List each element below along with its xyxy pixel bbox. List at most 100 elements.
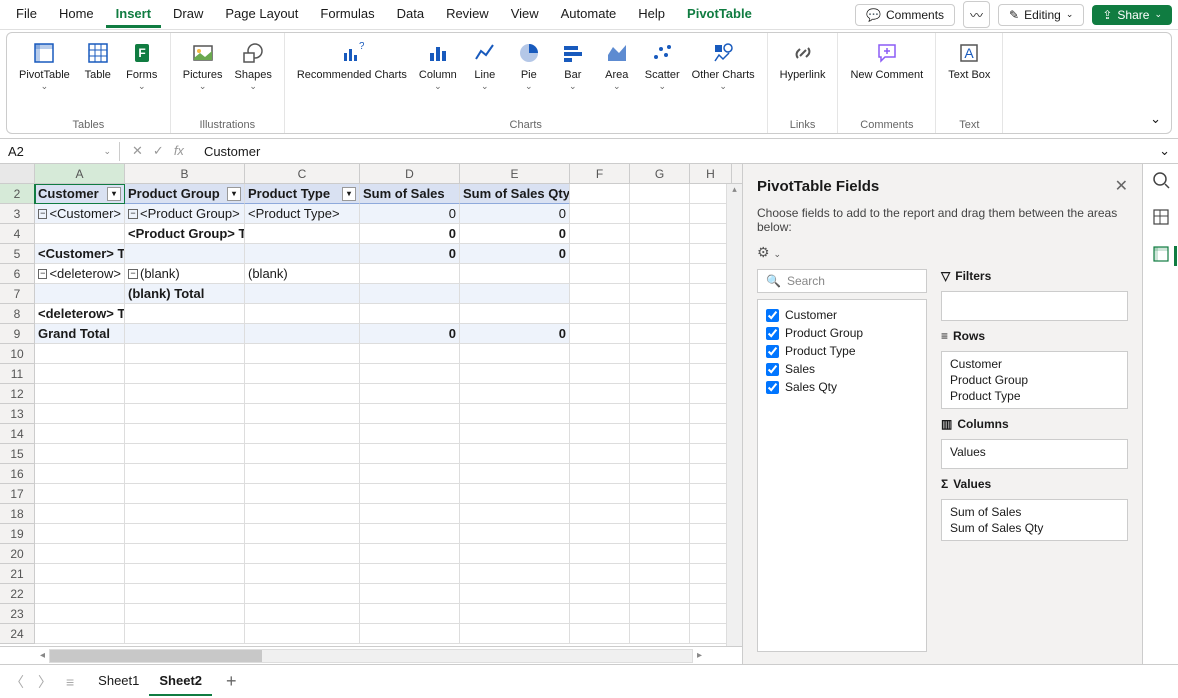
cell[interactable] [360,384,460,404]
cell[interactable] [570,344,630,364]
zone-rows[interactable]: CustomerProduct GroupProduct Type [941,351,1128,409]
cell[interactable] [630,264,690,284]
collapse-icon[interactable]: − [38,209,47,219]
cell[interactable]: <Product Group> Total [125,224,245,244]
row-header-12[interactable]: 12 [0,384,35,404]
cell-info-side-button[interactable] [1151,207,1171,230]
menu-tab-formulas[interactable]: Formulas [310,2,384,28]
cell[interactable] [35,444,125,464]
menu-tab-review[interactable]: Review [436,2,499,28]
cell[interactable]: 0 [460,224,570,244]
zone-columns[interactable]: Values [941,439,1128,469]
zone-item[interactable]: Sum of Sales [950,504,1119,520]
menu-tab-pivottable[interactable]: PivotTable [677,2,762,28]
row-header-15[interactable]: 15 [0,444,35,464]
row-header-3[interactable]: 3 [0,204,35,224]
enter-icon[interactable]: ✓ [153,143,164,159]
cell[interactable] [460,364,570,384]
field-item-customer[interactable]: Customer [766,306,918,324]
cell[interactable]: −<Customer> [35,204,125,224]
row-header-8[interactable]: 8 [0,304,35,324]
cell[interactable] [630,524,690,544]
menu-tab-home[interactable]: Home [49,2,104,28]
select-all-corner[interactable] [0,164,35,183]
cell[interactable]: Sum of Sales Qty [460,184,570,204]
field-item-product-type[interactable]: Product Type [766,342,918,360]
cell[interactable] [360,624,460,644]
spreadsheet-grid[interactable]: ABCDEFGH 2Customer▾Product Group▾Product… [0,164,742,664]
vertical-scrollbar[interactable]: ▴ [726,184,742,646]
pie-button[interactable]: Pie⌄ [509,37,549,94]
zone-item[interactable]: Sum of Sales Qty [950,520,1119,536]
cell[interactable]: <deleterow> Total [35,304,125,324]
cell[interactable] [630,384,690,404]
cell[interactable] [570,564,630,584]
hyperlink-button[interactable]: Hyperlink [776,37,830,83]
cell[interactable] [360,404,460,424]
cell[interactable] [570,544,630,564]
cell[interactable] [630,444,690,464]
cell[interactable] [630,204,690,224]
cell[interactable] [570,484,630,504]
cell[interactable] [460,284,570,304]
filter-dropdown-icon[interactable]: ▾ [107,187,121,201]
cell[interactable] [630,424,690,444]
menu-tab-file[interactable]: File [6,2,47,28]
cell[interactable] [35,424,125,444]
cell[interactable] [245,304,360,324]
pivottable-button[interactable]: PivotTable⌄ [15,37,74,94]
cell[interactable] [570,464,630,484]
cell[interactable] [460,444,570,464]
cell[interactable] [630,244,690,264]
cell[interactable] [570,444,630,464]
cell[interactable] [245,344,360,364]
comments-button[interactable]: 💬 Comments [855,4,955,26]
row-header-23[interactable]: 23 [0,604,35,624]
search-side-button[interactable] [1151,170,1171,193]
cell[interactable] [35,224,125,244]
line-button[interactable]: Line⌄ [465,37,505,94]
sheet-nav-prev[interactable]: 〈 [10,672,24,692]
scatter-button[interactable]: Scatter⌄ [641,37,684,94]
cell[interactable]: 0 [360,204,460,224]
row-header-9[interactable]: 9 [0,324,35,344]
row-header-14[interactable]: 14 [0,424,35,444]
cell[interactable] [245,424,360,444]
cell[interactable] [460,404,570,424]
cell[interactable] [460,464,570,484]
cell[interactable] [360,604,460,624]
cell[interactable] [245,444,360,464]
pivottable-side-button[interactable] [1151,244,1171,267]
cell[interactable] [245,324,360,344]
formula-input[interactable]: Customer [196,142,1151,161]
cell[interactable] [460,424,570,444]
cell[interactable] [35,584,125,604]
cell[interactable] [245,464,360,484]
cell[interactable] [460,584,570,604]
cell[interactable] [245,404,360,424]
row-header-6[interactable]: 6 [0,264,35,284]
filter-dropdown-icon[interactable]: ▾ [227,187,241,201]
cell[interactable] [570,624,630,644]
cell[interactable] [35,604,125,624]
cell[interactable]: Product Type▾ [245,184,360,204]
row-header-10[interactable]: 10 [0,344,35,364]
cell[interactable]: Product Group▾ [125,184,245,204]
recommended-charts-button[interactable]: ?Recommended Charts [293,37,411,83]
row-header-16[interactable]: 16 [0,464,35,484]
cell[interactable] [460,524,570,544]
cell[interactable] [460,484,570,504]
cell[interactable] [125,624,245,644]
cell[interactable] [570,324,630,344]
cell[interactable] [245,504,360,524]
cell[interactable] [460,304,570,324]
cell[interactable] [125,384,245,404]
cell[interactable] [360,344,460,364]
forms-button[interactable]: FForms⌄ [122,37,162,94]
cell[interactable] [570,364,630,384]
field-checkbox[interactable] [766,381,779,394]
cell[interactable] [630,304,690,324]
cell[interactable] [360,484,460,504]
filter-dropdown-icon[interactable]: ▾ [342,187,356,201]
cell[interactable] [245,544,360,564]
